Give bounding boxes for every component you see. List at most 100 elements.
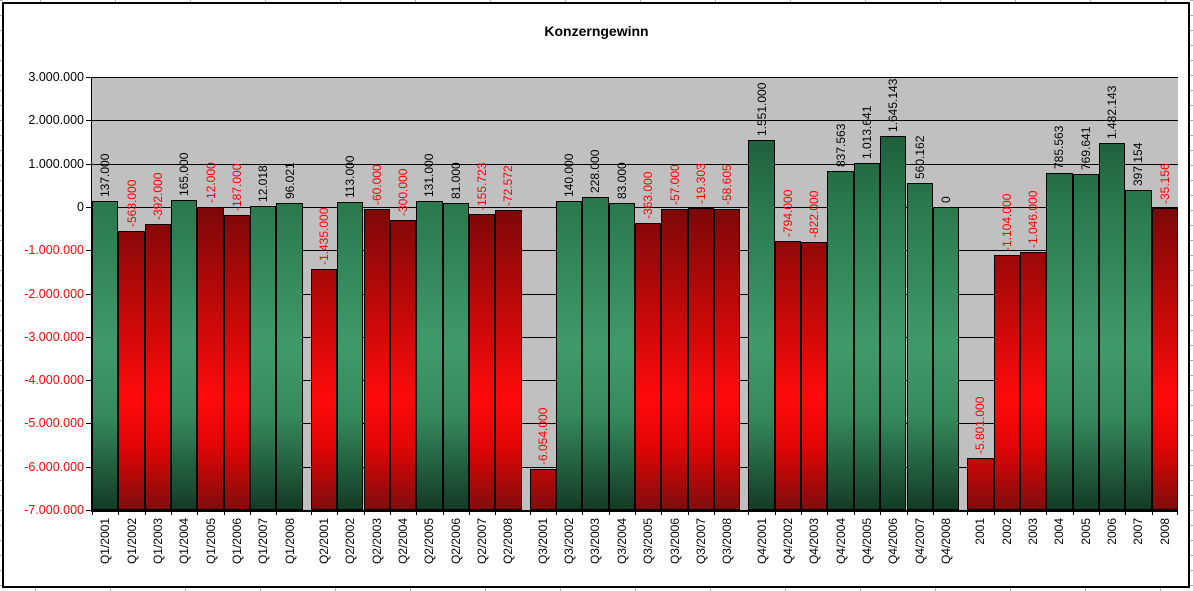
x-axis-label: Q1/2006 — [229, 518, 244, 565]
bar-value-label: 785.563 — [1052, 125, 1067, 169]
bar-Q3/2003 — [582, 197, 609, 510]
gridline — [92, 163, 1178, 165]
y-axis-tick — [86, 206, 91, 208]
y-axis-tick — [86, 250, 91, 252]
x-axis-label: Q4/2001 — [754, 518, 769, 565]
bar-2007 — [1125, 189, 1152, 510]
bar-value-label: 131.000 — [422, 153, 437, 198]
bar-2006 — [1098, 142, 1126, 510]
bar-Q3/2008 — [714, 209, 741, 510]
bar-Q2/2003 — [363, 209, 390, 510]
bar-Q2/2002 — [337, 202, 364, 510]
bar-2001 — [967, 458, 994, 510]
x-axis-tick — [661, 510, 663, 515]
x-axis-tick — [468, 510, 470, 515]
bar-Q4/2002 — [774, 241, 802, 510]
x-axis-tick — [687, 510, 689, 515]
x-axis-label: Q2/2005 — [422, 518, 437, 565]
y-axis-label: -5.000.000 — [24, 416, 84, 431]
bar-Q2/2007 — [468, 213, 496, 510]
bar-value-label: -57.000 — [667, 164, 682, 206]
bar-Q3/2007 — [687, 207, 715, 510]
x-axis-tick — [582, 510, 584, 515]
spreadsheet-column-ticks-bottom — [35, 587, 1190, 591]
x-axis-tick — [748, 510, 750, 515]
bar-value-label: 228.000 — [588, 149, 603, 194]
bar-Q1/2001 — [92, 200, 119, 510]
y-axis-tick — [86, 510, 91, 511]
spreadsheet-row-ticks-left — [0, 0, 3, 591]
x-axis-tick — [1151, 510, 1153, 515]
x-axis-tick — [714, 510, 716, 515]
y-axis-label: -1.000.000 — [24, 243, 84, 258]
x-axis-tick — [635, 510, 636, 515]
bar-Q3/2004 — [608, 203, 635, 510]
bar-Q1/2002 — [118, 231, 145, 510]
bar-Q3/2001 — [529, 469, 556, 510]
bar-Q2/2001 — [310, 269, 338, 510]
x-axis-label: Q3/2002 — [562, 518, 577, 565]
bar-Q4/2003 — [801, 242, 828, 510]
bar-Q3/2002 — [555, 200, 583, 510]
x-axis-tick — [276, 510, 278, 515]
y-axis-tick — [86, 380, 91, 382]
y-axis-label: -6.000.000 — [24, 459, 84, 474]
x-axis-label: Q2/2007 — [475, 518, 490, 565]
x-axis-tick — [906, 510, 908, 515]
x-axis-tick — [92, 510, 93, 515]
bar-value-label: -363.000 — [641, 171, 656, 219]
y-axis-tick — [86, 120, 91, 122]
x-axis-tick — [1125, 510, 1127, 515]
x-axis-label: Q1/2005 — [203, 518, 218, 565]
bar-Q3/2005 — [635, 222, 662, 510]
bar-Q1/2008 — [276, 202, 303, 510]
x-axis-label: Q2/2002 — [343, 518, 358, 565]
bar-Q2/2008 — [495, 210, 522, 510]
x-axis-tick — [555, 510, 557, 515]
x-axis-tick — [801, 510, 803, 515]
y-axis-tick — [86, 423, 91, 425]
y-axis-label: 2.000.000 — [28, 113, 84, 128]
bar-Q3/2006 — [661, 209, 688, 510]
y-axis-label: 0 — [77, 199, 84, 214]
bar-value-label: -60.000 — [369, 164, 384, 206]
bar-value-label: 1.645.143 — [886, 78, 901, 132]
x-axis-label: 2003 — [1026, 518, 1041, 545]
y-axis-label: -4.000.000 — [24, 373, 84, 388]
bar-Q1/2003 — [144, 223, 172, 510]
x-axis-label: Q4/2005 — [859, 518, 874, 565]
x-axis-label: Q4/2006 — [886, 518, 901, 565]
x-axis-tick — [118, 510, 120, 515]
gridline — [92, 206, 1178, 208]
x-axis-label: Q1/2003 — [150, 518, 165, 565]
bar-value-label: 12.018 — [256, 165, 271, 203]
bar-value-label: -187.000 — [229, 163, 244, 211]
bar-value-label: -72.572 — [501, 165, 516, 207]
bar-Q2/2006 — [442, 203, 469, 510]
spreadsheet-column-ticks-top — [40, 0, 1190, 3]
bar-value-label: -19.303 — [693, 163, 708, 204]
y-axis-tick — [86, 466, 91, 468]
bar-value-label: 0 — [939, 196, 954, 203]
bar-value-label: 96.021 — [282, 162, 297, 199]
bar-Q2/2005 — [416, 201, 443, 510]
bar-Q4/2001 — [748, 139, 775, 510]
x-axis-label: Q3/2006 — [667, 518, 682, 565]
x-axis-tick — [337, 510, 339, 515]
x-axis-tick — [853, 510, 855, 515]
bar-value-label: -822.000 — [807, 191, 822, 239]
bar-value-label: -5.801.000 — [973, 396, 988, 455]
bar-value-label: 560.162 — [912, 135, 927, 179]
bar-value-label: 397.154 — [1131, 142, 1146, 186]
bar-Q4/2004 — [827, 170, 854, 510]
bar-value-label: -6.054.000 — [535, 407, 550, 466]
bar-value-label: -12.000 — [203, 162, 218, 204]
bar-value-label: 1.551.000 — [754, 82, 769, 136]
bar-value-label: 165.000 — [177, 152, 192, 196]
bar-value-label: 83.000 — [614, 162, 629, 200]
bar-value-label: -1.104.000 — [999, 193, 1014, 251]
x-axis-label: Q3/2007 — [693, 518, 708, 565]
bar-2004 — [1046, 172, 1073, 510]
x-axis-label: Q2/2006 — [448, 518, 463, 565]
